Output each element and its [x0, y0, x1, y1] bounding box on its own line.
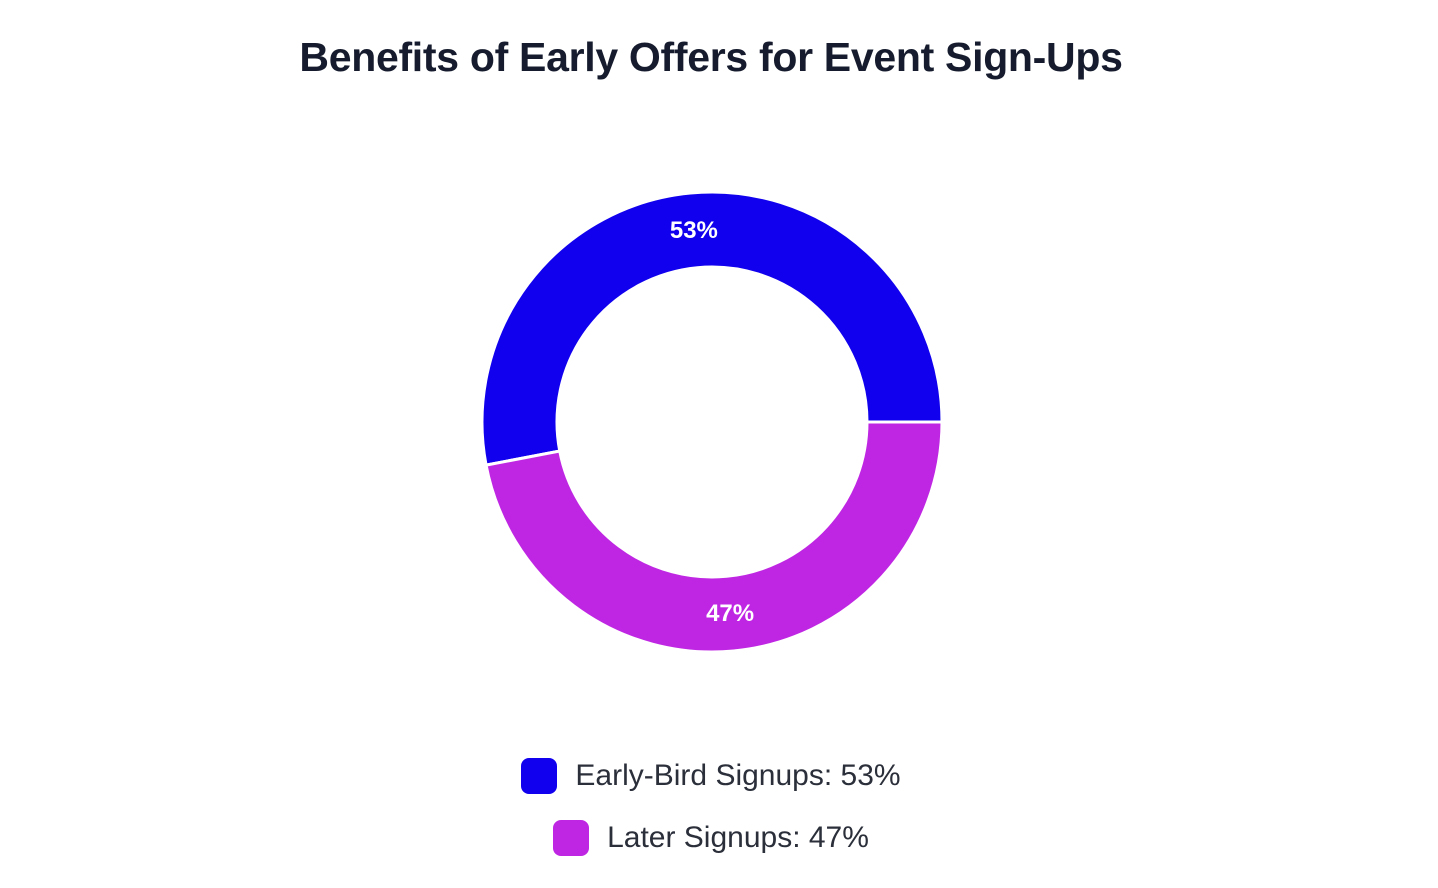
donut-slice-early-bird[interactable] — [480, 190, 944, 467]
donut-chart: 53% 47% — [480, 190, 944, 654]
chart-legend: Early-Bird Signups: 53% Later Signups: 4… — [0, 758, 1422, 856]
slice-label-early-bird: 53% — [670, 217, 718, 244]
legend-swatch-later — [553, 820, 590, 856]
slice-label-later: 47% — [706, 600, 754, 627]
legend-swatch-early-bird — [521, 758, 558, 794]
legend-label-later: Later Signups: 47% — [607, 821, 869, 854]
legend-item-early-bird[interactable]: Early-Bird Signups: 53% — [521, 758, 901, 794]
chart-title: Benefits of Early Offers for Event Sign-… — [299, 34, 1123, 80]
donut-slice-later[interactable] — [484, 420, 944, 654]
legend-item-later[interactable]: Later Signups: 47% — [553, 820, 869, 856]
legend-label-early-bird: Early-Bird Signups: 53% — [575, 759, 901, 792]
